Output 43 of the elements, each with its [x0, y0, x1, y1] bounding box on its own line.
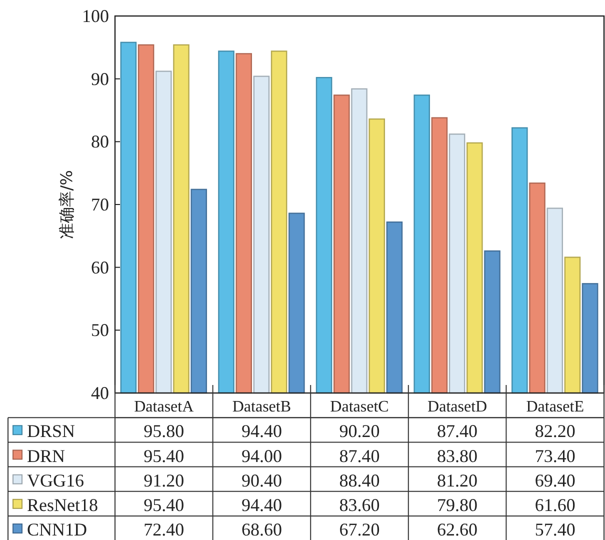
y-tick-label: 60	[91, 257, 109, 278]
data-label: 83.80	[437, 446, 478, 466]
y-axis-title: 准确率/%	[57, 170, 76, 239]
data-label: 90.40	[241, 470, 282, 490]
y-tick-label: 70	[91, 194, 109, 214]
data-label: 72.40	[144, 520, 184, 540]
x-tick-label: DatasetB	[232, 398, 292, 416]
data-label: 69.40	[534, 470, 576, 490]
legend-label: VGG16	[27, 470, 84, 490]
data-label: 73.40	[534, 446, 576, 466]
data-label: 95.40	[144, 495, 184, 515]
data-label: 95.40	[144, 446, 184, 466]
y-tick-label: 50	[91, 320, 109, 340]
x-tick-label: DatasetA	[134, 398, 194, 416]
data-label: 82.20	[534, 421, 576, 442]
data-label: 88.40	[339, 470, 380, 490]
data-label: 91.20	[144, 470, 184, 490]
data-label: 57.40	[534, 520, 576, 540]
data-label: 87.40	[339, 446, 380, 466]
data-label: 95.80	[144, 421, 184, 442]
data-label: 68.60	[241, 520, 282, 540]
data-label: 94.40	[241, 421, 282, 442]
data-label: 94.00	[241, 446, 282, 466]
x-tick-label: DatasetD	[428, 398, 488, 416]
legend-label: CNN1D	[27, 520, 88, 540]
data-label: 87.40	[437, 421, 478, 442]
data-label: 94.40	[241, 495, 282, 515]
y-tick-label: 40	[91, 383, 109, 403]
legend-label: DRSN	[27, 421, 76, 442]
data-label: 90.20	[339, 421, 380, 442]
y-tick-label: 80	[91, 132, 109, 152]
data-label: 79.80	[437, 495, 478, 515]
data-label: 61.60	[534, 495, 576, 515]
y-tick-label: 100	[82, 6, 109, 26]
data-label: 62.60	[437, 520, 478, 540]
legend-label: DRN	[27, 446, 66, 466]
data-label: 83.60	[339, 495, 380, 515]
legend-label: ResNet18	[27, 495, 98, 515]
data-label: 81.20	[437, 470, 478, 490]
x-tick-label: DatasetC	[330, 398, 389, 416]
x-tick-label: DatasetE	[526, 398, 584, 416]
data-label: 67.20	[339, 520, 380, 540]
y-tick-label: 90	[91, 68, 109, 89]
